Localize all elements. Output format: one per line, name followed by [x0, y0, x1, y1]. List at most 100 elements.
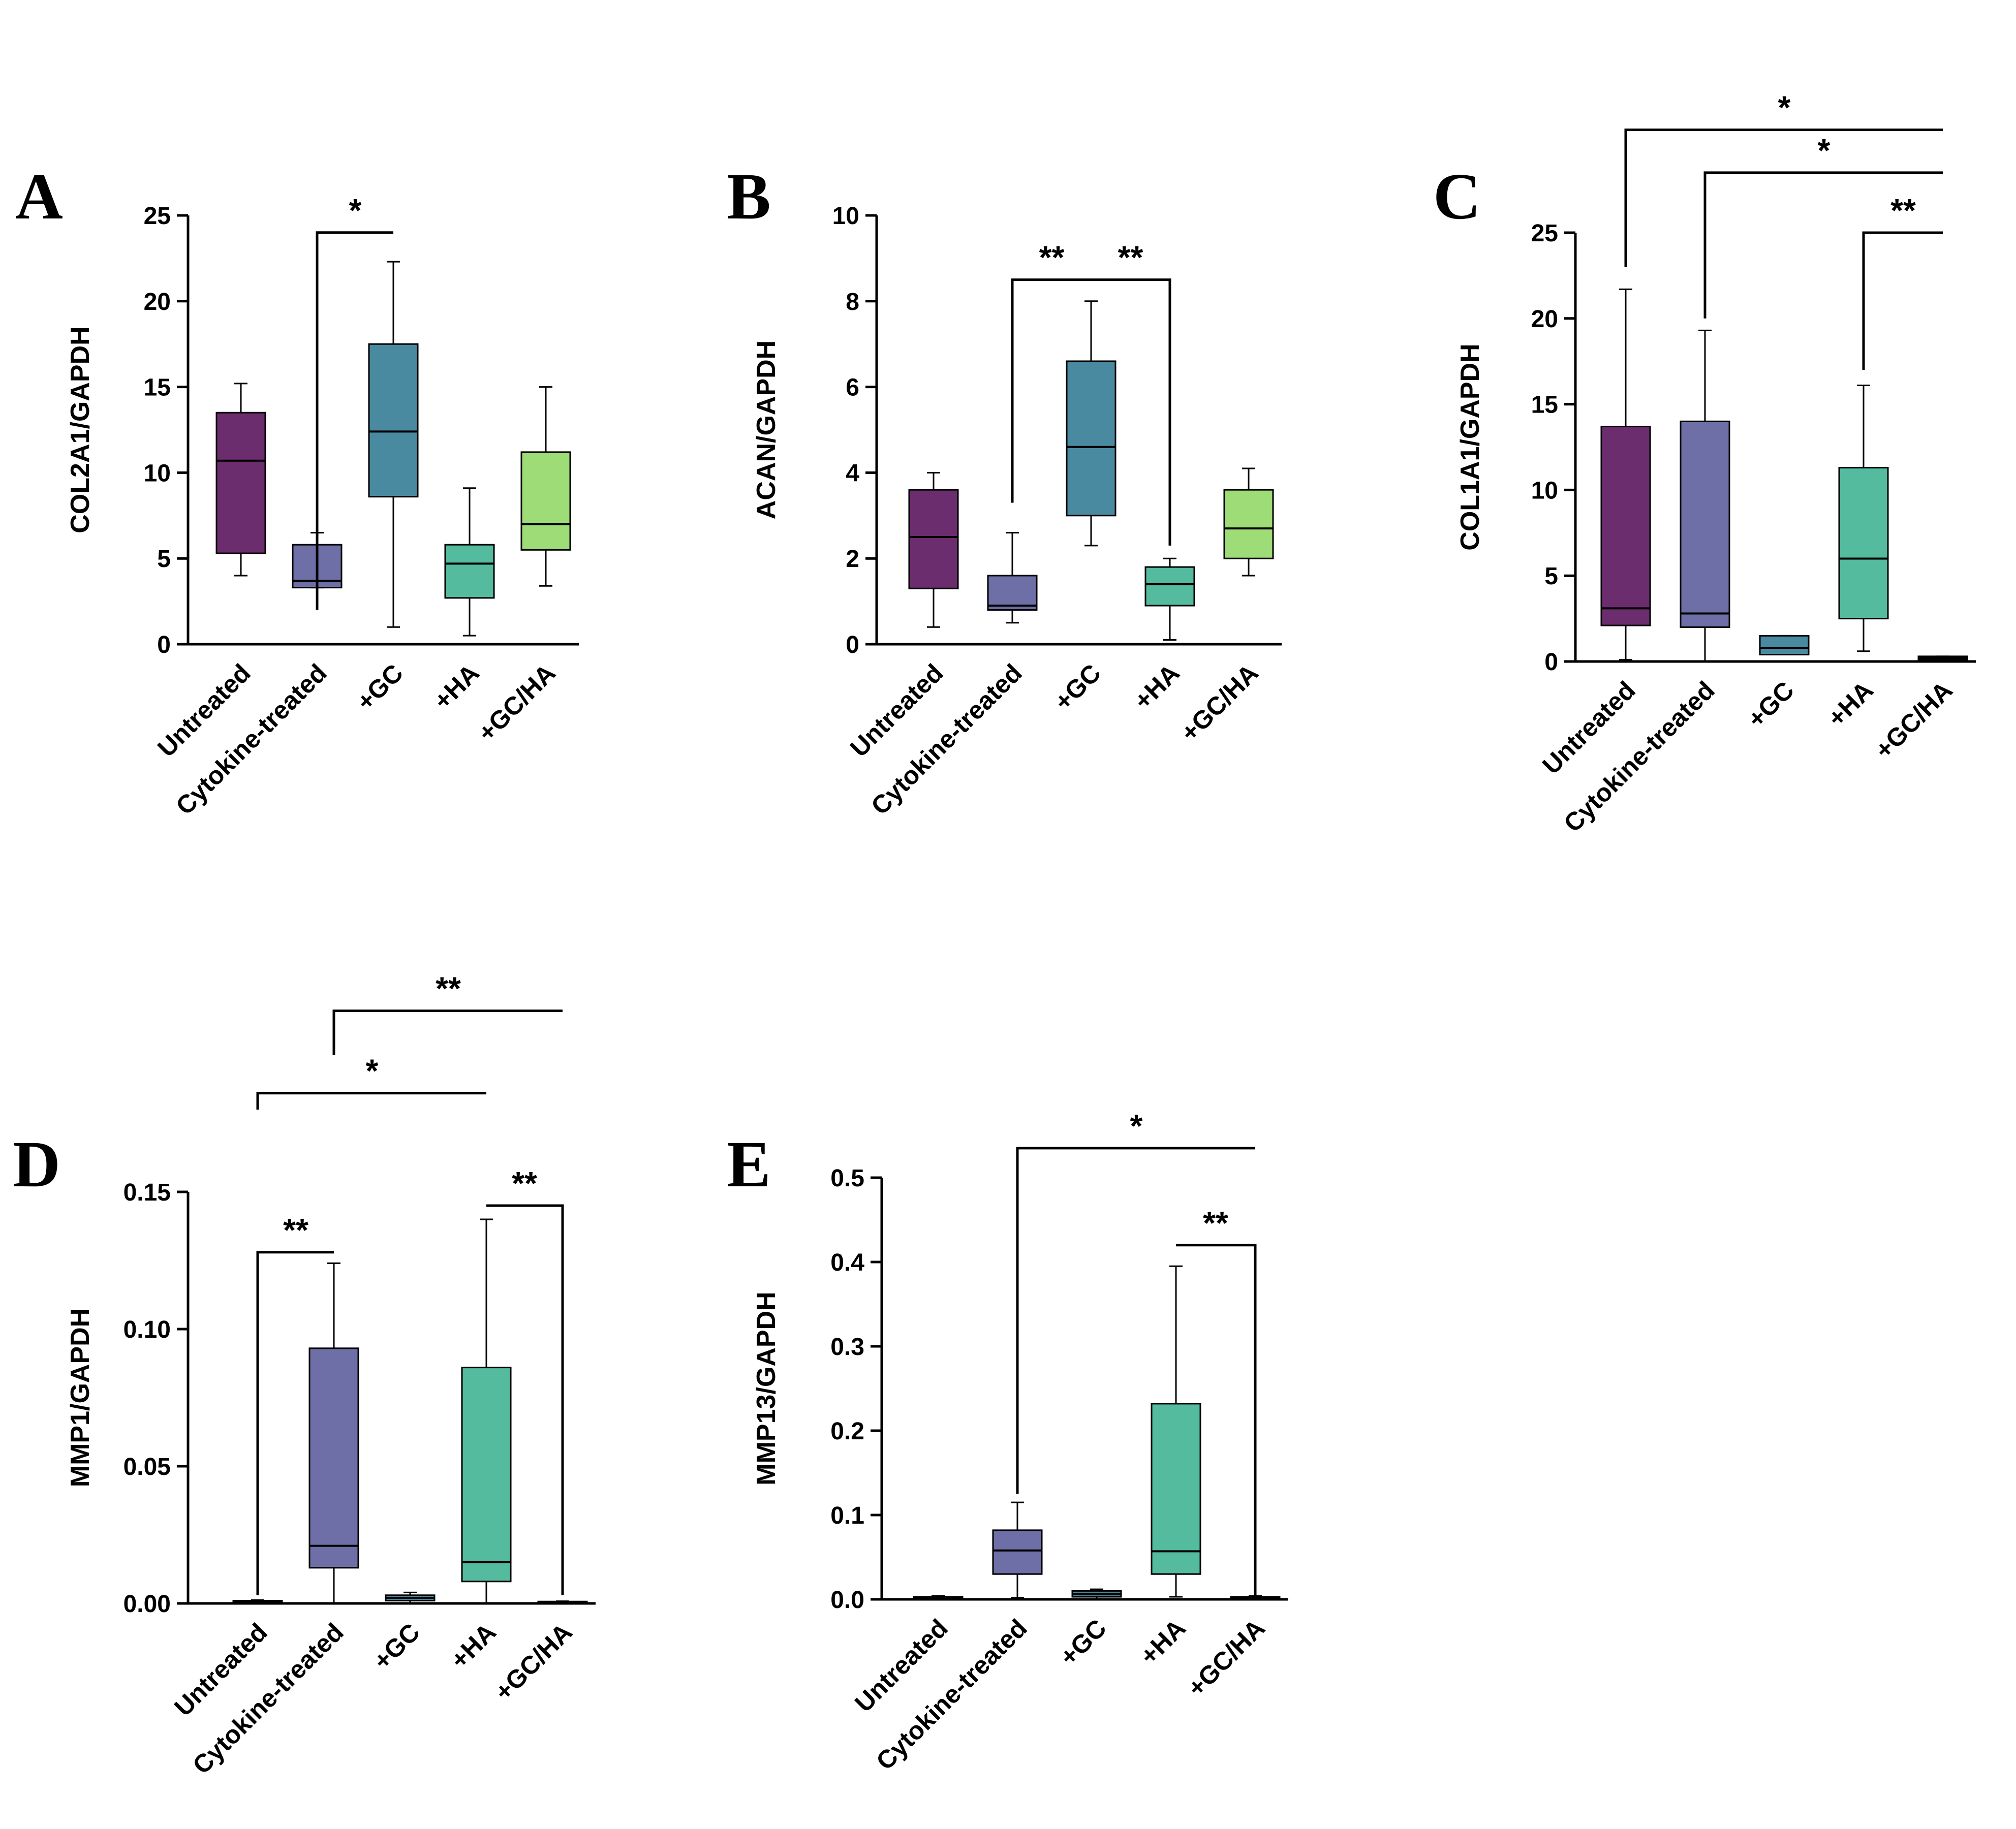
box-0	[908, 471, 959, 628]
y-tick-label: 25	[144, 203, 171, 230]
x-tick-label: +GC	[1054, 1614, 1111, 1671]
significance-label: **	[1890, 192, 1916, 229]
y-tick-label: 0.05	[123, 1454, 171, 1480]
y-tick-label: 4	[846, 460, 859, 487]
y-tick-label: 0.00	[123, 1591, 171, 1618]
box-3	[1151, 1265, 1201, 1598]
box-body	[1680, 420, 1730, 628]
panel-letter: A	[15, 160, 63, 233]
bracket-line	[1703, 171, 1943, 319]
significance-bracket: *	[316, 192, 393, 610]
significance-bracket: **	[1862, 192, 1943, 370]
x-tick-label: +HA	[445, 1618, 501, 1674]
significance-label: **	[1039, 239, 1065, 276]
bracket-line	[486, 1204, 564, 1595]
box-2	[1759, 635, 1810, 655]
box-3	[1838, 384, 1889, 652]
significance-label: *	[1130, 1108, 1143, 1144]
x-tick-label: Cytokine-treated	[1558, 676, 1720, 838]
box-1	[1680, 329, 1730, 663]
y-tick-label: 20	[1531, 306, 1558, 333]
box-0	[913, 1595, 964, 1600]
y-tick-label: 5	[157, 546, 171, 573]
significance-bracket: **	[1011, 239, 1091, 503]
y-tick-label: 2	[846, 546, 859, 573]
bracket-line	[1016, 1147, 1255, 1494]
y-tick-label: 0.0	[830, 1587, 864, 1614]
y-tick-label: 0	[846, 632, 859, 658]
box-2	[368, 261, 419, 628]
y-tick-label: 0.15	[123, 1179, 171, 1206]
x-tick-label: +GC/HA	[473, 658, 561, 747]
bracket-line	[332, 1010, 563, 1055]
box-body	[992, 1529, 1043, 1575]
significance-label: *	[349, 192, 362, 229]
box-body	[520, 451, 571, 551]
box-1	[308, 1262, 359, 1604]
significance-label: **	[436, 970, 461, 1007]
box-3	[461, 1218, 512, 1604]
significance-label: *	[1778, 89, 1791, 125]
x-tick-label: +GC/HA	[489, 1618, 578, 1706]
panel-letter: C	[1433, 160, 1481, 233]
x-tick-label: +GC/HA	[1175, 658, 1264, 747]
y-tick-label: 20	[144, 289, 171, 316]
y-tick-label: 6	[846, 374, 859, 401]
y-tick-label: 0.5	[830, 1165, 864, 1192]
x-tick-label: +HA	[1822, 676, 1878, 732]
x-tick-label: +GC	[367, 1618, 425, 1675]
panel-letter: E	[727, 1128, 771, 1201]
y-tick-label: 15	[144, 374, 171, 401]
y-axis-label: COL2A1/GAPDH	[66, 326, 95, 533]
box-0	[215, 383, 266, 577]
box-2	[385, 1591, 436, 1604]
y-tick-label: 0.10	[123, 1316, 171, 1343]
box-4	[520, 386, 571, 587]
box-3	[444, 487, 495, 637]
box-1	[987, 532, 1038, 624]
y-tick-label: 0	[157, 632, 171, 658]
significance-label: **	[1118, 239, 1143, 276]
significance-bracket: *	[1624, 89, 1943, 267]
box-body	[1759, 635, 1810, 655]
y-tick-label: 0.4	[830, 1249, 864, 1276]
x-tick-label: +GC	[351, 658, 408, 716]
box-1	[992, 1501, 1043, 1599]
bracket-line	[1011, 278, 1091, 503]
x-tick-label: +GC/HA	[1182, 1614, 1270, 1702]
significance-bracket: *	[256, 1053, 486, 1110]
x-tick-label: +HA	[428, 658, 484, 715]
box-4	[537, 1600, 588, 1604]
x-tick-label: +GC/HA	[1870, 676, 1958, 764]
significance-label: *	[1818, 132, 1831, 169]
significance-label: **	[1203, 1205, 1228, 1241]
box-body	[461, 1367, 512, 1583]
box-0	[1600, 288, 1651, 661]
box-3	[1144, 557, 1195, 641]
significance-bracket: **	[1176, 1205, 1257, 1595]
significance-label: **	[512, 1165, 537, 1202]
box-body	[908, 489, 959, 589]
box-body	[444, 544, 495, 599]
bracket-line	[1176, 1244, 1257, 1595]
bracket-line	[1624, 128, 1943, 267]
y-tick-label: 0.1	[830, 1502, 864, 1529]
box-4	[1917, 655, 1968, 661]
chart-panel-a: A0510152025COL2A1/GAPDHUntreatedCytokine…	[15, 160, 579, 821]
panel-letter: B	[727, 160, 771, 233]
box-2	[1071, 1588, 1122, 1600]
y-tick-label: 5	[1544, 563, 1558, 590]
y-tick-label: 0.3	[830, 1334, 864, 1361]
x-tick-label: +HA	[1128, 658, 1185, 715]
y-axis-label: ACAN/GAPDH	[752, 340, 781, 519]
chart-panel-d: D0.000.050.100.15MMP1/GAPDHUntreatedCyto…	[13, 970, 596, 1780]
box-body	[1144, 566, 1195, 607]
significance-bracket: **	[332, 970, 563, 1055]
y-tick-label: 15	[1531, 392, 1558, 419]
bracket-line	[316, 231, 393, 610]
bracket-line	[1091, 278, 1171, 546]
x-tick-label: +GC	[1048, 658, 1106, 716]
box-body	[215, 412, 266, 554]
box-body	[1600, 425, 1651, 626]
